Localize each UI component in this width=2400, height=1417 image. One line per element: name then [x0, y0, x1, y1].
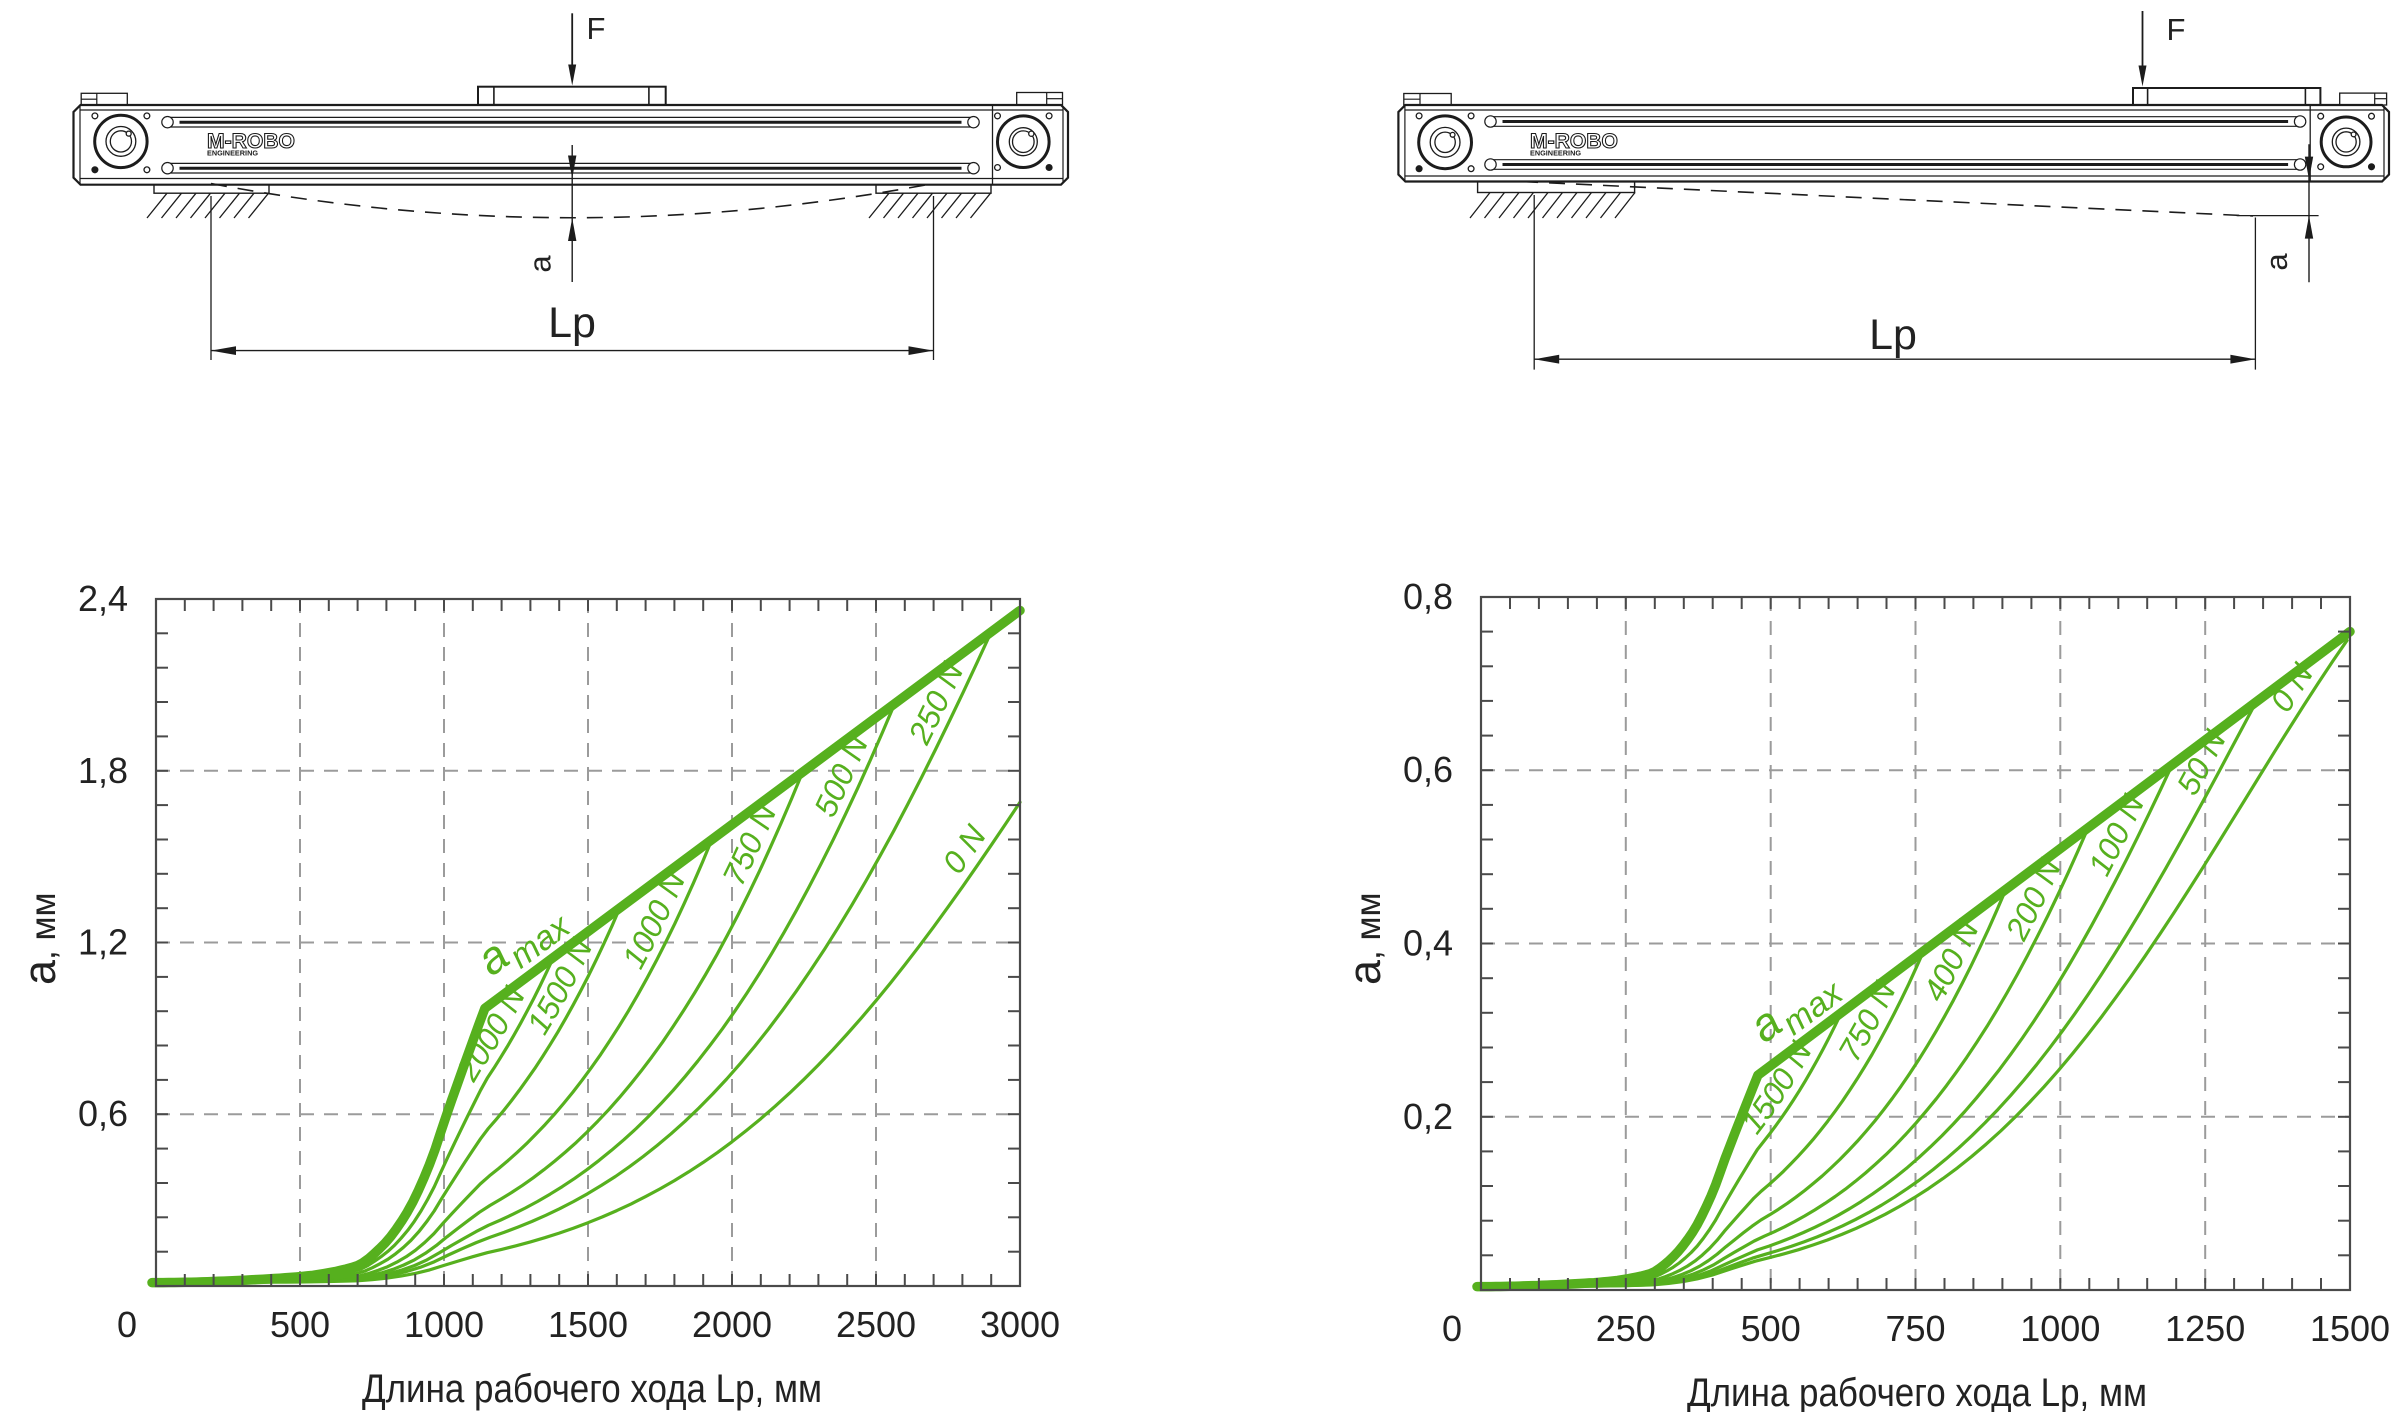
svg-text:ENGINEERING: ENGINEERING: [207, 151, 259, 158]
svg-text:0,2: 0,2: [1403, 1096, 1453, 1137]
svg-text:0: 0: [1442, 1308, 1462, 1349]
svg-text:Lp: Lp: [548, 299, 596, 347]
svg-text:F: F: [587, 11, 606, 46]
svg-text:a: a: [523, 255, 558, 273]
svg-text:2,4: 2,4: [78, 578, 128, 619]
svg-text:500: 500: [270, 1304, 330, 1345]
svg-text:F: F: [2167, 12, 2186, 47]
svg-text:0,4: 0,4: [1403, 923, 1453, 964]
svg-text:750: 750: [1885, 1308, 1945, 1349]
svg-text:Lp: Lp: [1869, 311, 1917, 359]
svg-text:1,2: 1,2: [78, 922, 128, 963]
svg-text:3000: 3000: [980, 1304, 1060, 1345]
svg-text:0,6: 0,6: [78, 1093, 128, 1134]
svg-text:ENGINEERING: ENGINEERING: [1530, 151, 1582, 158]
svg-text:a: a: [2259, 253, 2294, 271]
svg-text:M-ROBO: M-ROBO: [207, 130, 295, 153]
svg-text:1000: 1000: [404, 1304, 484, 1345]
svg-text:0,8: 0,8: [1403, 576, 1453, 617]
svg-text:Длина рабочего хода Lp, мм: Длина рабочего хода Lp, мм: [362, 1367, 822, 1411]
svg-text:1,8: 1,8: [78, 750, 128, 791]
svg-text:M-ROBO: M-ROBO: [1530, 130, 1618, 153]
svg-text:1500: 1500: [548, 1304, 628, 1345]
svg-text:1000: 1000: [2020, 1308, 2100, 1349]
svg-text:1500: 1500: [2310, 1308, 2390, 1349]
svg-text:2500: 2500: [836, 1304, 916, 1345]
svg-text:250: 250: [1596, 1308, 1656, 1349]
svg-text:Длина рабочего хода Lp, мм: Длина рабочего хода Lp, мм: [1687, 1371, 2147, 1412]
svg-text:500: 500: [1741, 1308, 1801, 1349]
svg-text:0,6: 0,6: [1403, 749, 1453, 790]
svg-text:2000: 2000: [692, 1304, 772, 1345]
svg-text:0: 0: [117, 1304, 137, 1345]
svg-text:1250: 1250: [2165, 1308, 2245, 1349]
